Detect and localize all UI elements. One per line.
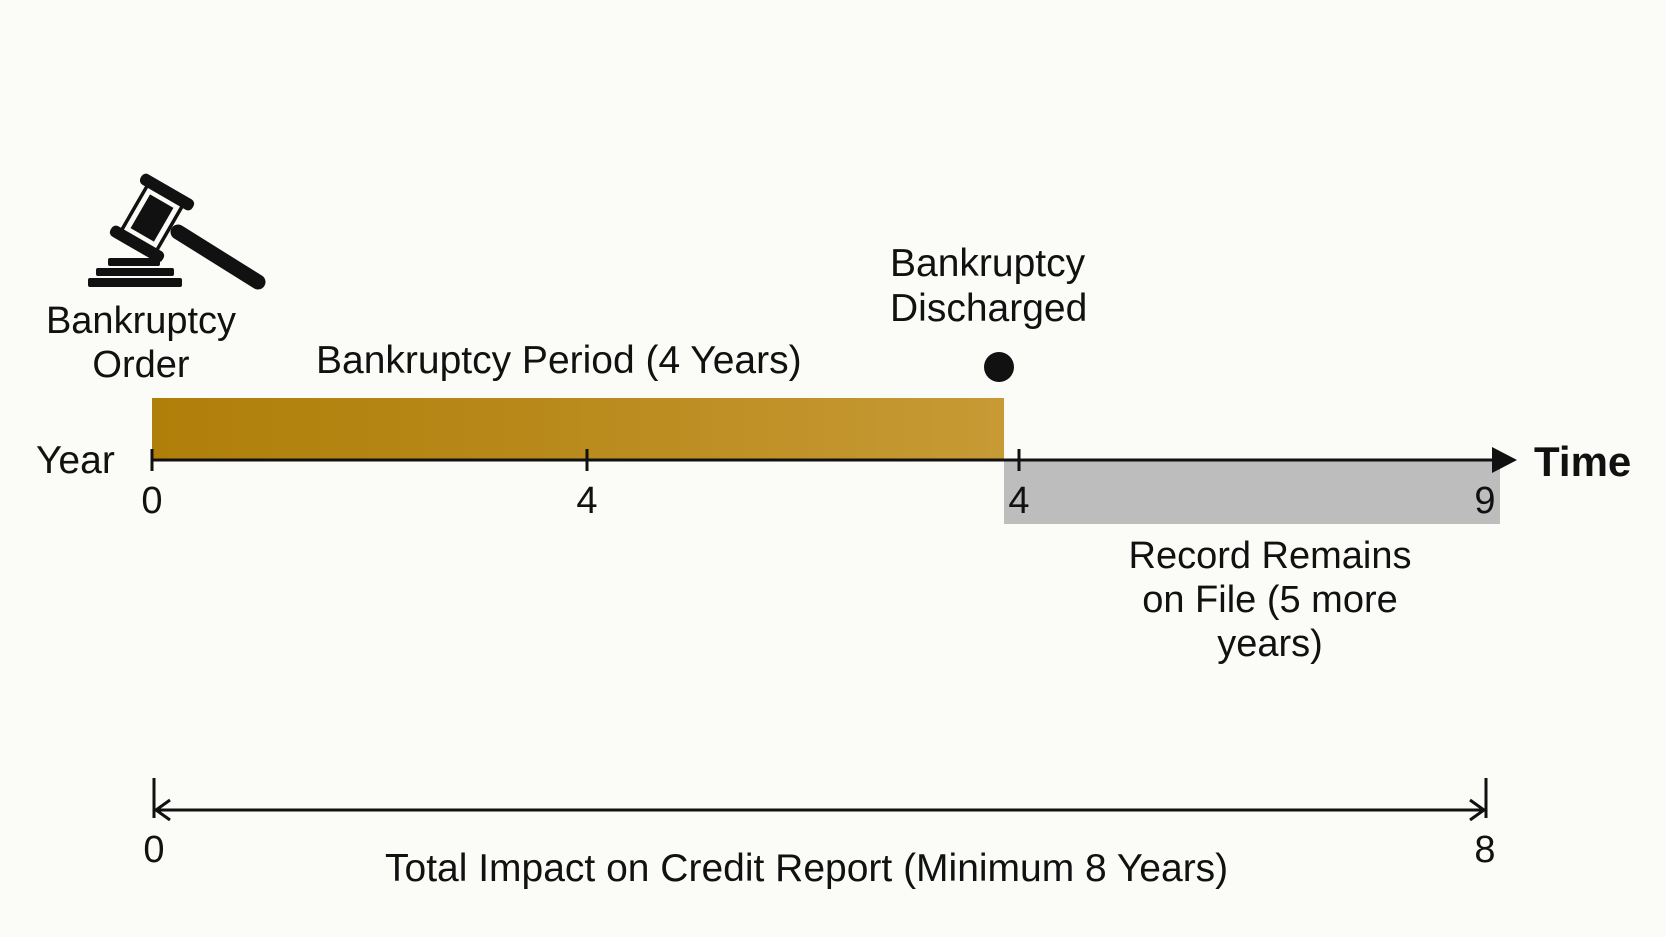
total-impact-start-label: 0 <box>143 829 165 871</box>
axis-left-label: Year <box>36 439 115 482</box>
bankruptcy-period-label: Bankruptcy Period (4 Years) <box>316 339 802 382</box>
record-remains-bar <box>1004 460 1500 524</box>
discharge-marker-dot <box>984 352 1014 382</box>
total-impact-left-arrowhead <box>153 798 171 822</box>
total-impact-end-label: 8 <box>1474 829 1496 871</box>
axis-right-label: Time <box>1534 438 1632 485</box>
total-impact-right-arrowhead <box>1469 798 1487 822</box>
record-remains-label: Record Remains on File (5 more years) <box>1128 535 1412 666</box>
bankruptcy-order-label: Bankruptcy Order <box>45 300 237 387</box>
time-axis-arrowhead <box>1492 447 1517 473</box>
axis-tick-label: 9 <box>1474 480 1496 522</box>
bankruptcy-discharged-label: Bankruptcy Discharged <box>890 242 1088 330</box>
total-impact-label: Total Impact on Credit Report (Minimum 8… <box>385 847 1229 890</box>
axis-tick-label: 4 <box>576 480 598 522</box>
bankruptcy-period-bar <box>152 398 1004 460</box>
axis-tick-label: 0 <box>141 480 163 522</box>
axis-tick-label: 4 <box>1008 480 1030 522</box>
gavel-icon <box>88 173 266 290</box>
